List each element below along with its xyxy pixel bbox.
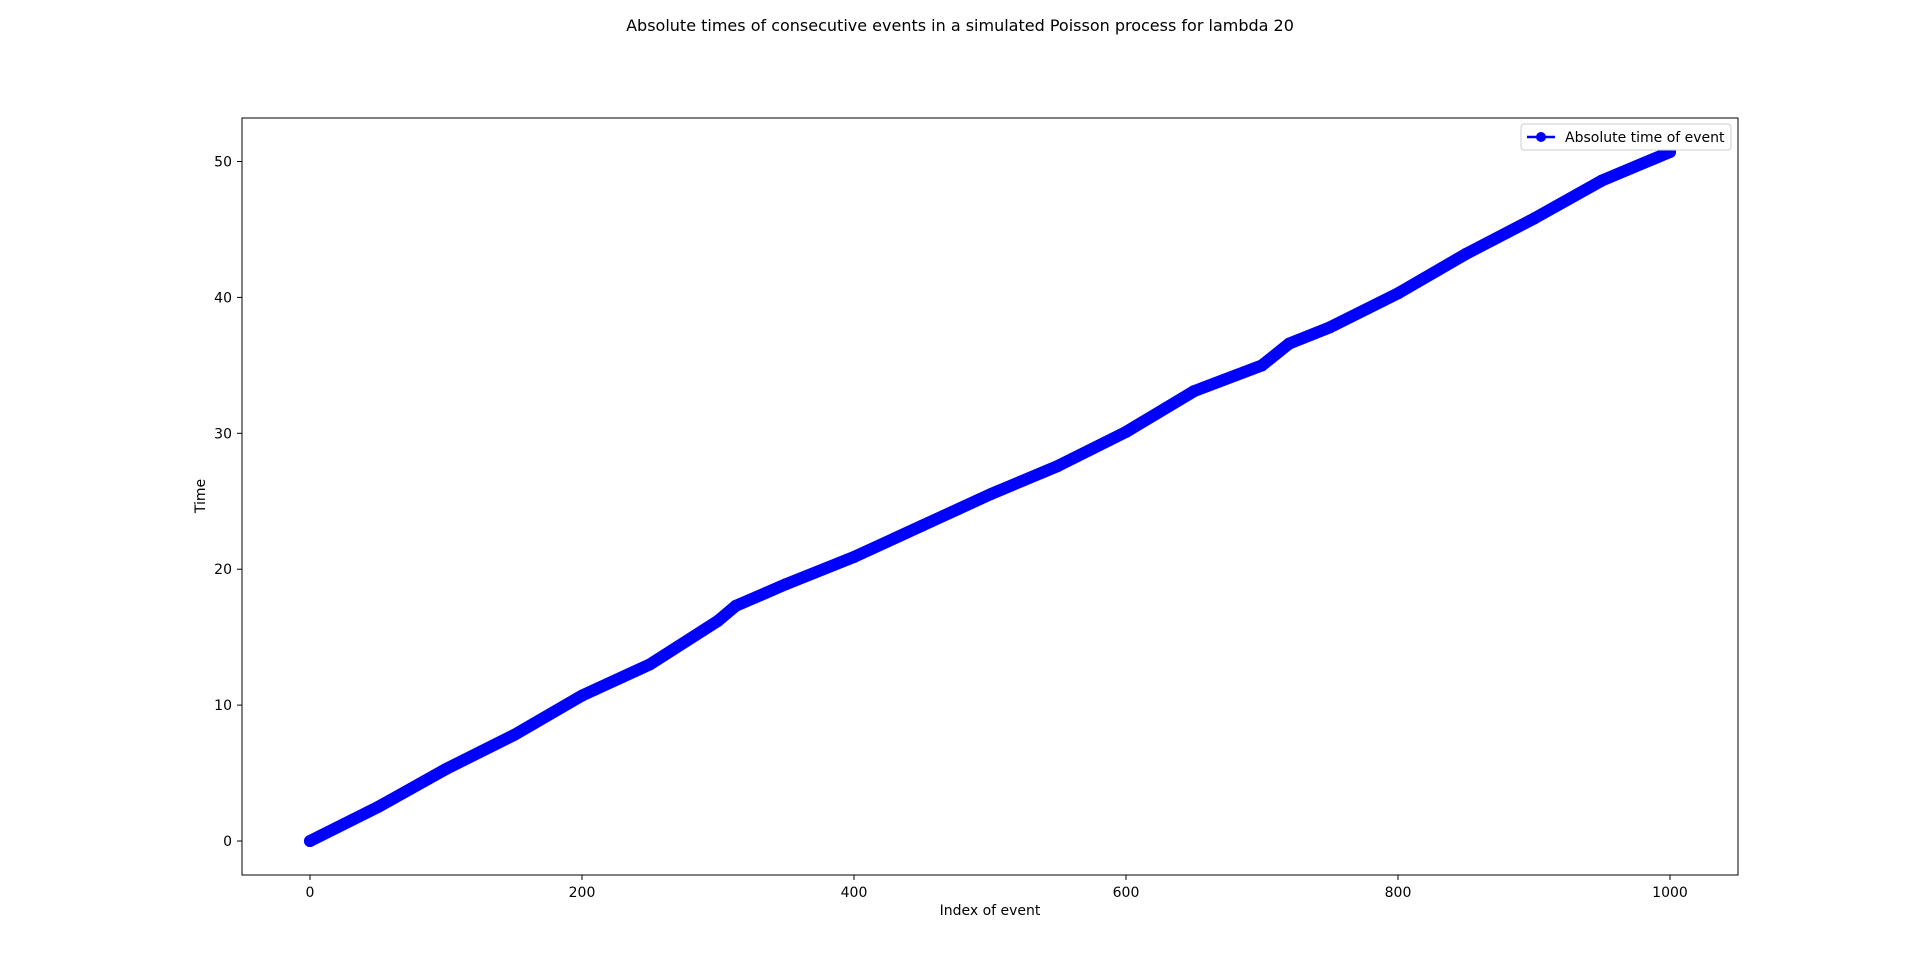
data-point <box>1596 174 1608 187</box>
data-point <box>1528 212 1540 225</box>
x-tick-label: 800 <box>1385 885 1412 901</box>
x-tick-label: 200 <box>569 885 596 901</box>
y-axis-label: Time <box>193 479 209 514</box>
y-tick-label: 20 <box>214 562 232 578</box>
data-point <box>1052 459 1064 472</box>
data-point <box>729 599 742 612</box>
x-tick-label: 0 <box>306 885 315 901</box>
data-point <box>304 835 316 848</box>
x-axis: 0 200 400 600 800 1000 <box>306 875 1688 901</box>
y-tick-label: 50 <box>214 154 232 170</box>
data-point <box>712 614 724 627</box>
data-point <box>984 488 996 501</box>
y-axis: 0 10 20 30 40 50 <box>214 154 242 850</box>
data-point <box>576 689 588 702</box>
data-point <box>372 801 384 814</box>
x-tick-label: 1000 <box>1652 885 1688 901</box>
y-tick-label: 10 <box>214 698 232 714</box>
data-point <box>1460 247 1472 260</box>
legend-marker-swatch <box>1536 132 1546 142</box>
legend: Absolute time of event <box>1520 123 1732 151</box>
y-tick-label: 40 <box>214 290 232 306</box>
data-point <box>1283 337 1296 350</box>
data-point <box>916 519 928 532</box>
legend-label: Absolute time of event <box>1565 130 1725 146</box>
series-layer <box>304 145 1676 848</box>
y-tick-label: 0 <box>223 834 232 850</box>
data-point <box>1324 321 1336 334</box>
data-point <box>780 578 792 591</box>
chart-title: Absolute times of consecutive events in … <box>626 16 1294 35</box>
data-point <box>644 658 656 671</box>
x-tick-label: 400 <box>841 885 868 901</box>
data-point <box>1256 359 1268 372</box>
x-tick-label: 600 <box>1113 885 1140 901</box>
data-point <box>1188 385 1200 398</box>
legend-box <box>1520 123 1732 151</box>
data-point <box>508 729 520 742</box>
data-point <box>1120 425 1132 438</box>
data-point <box>848 550 860 563</box>
data-point <box>1392 287 1404 300</box>
plot-area-frame <box>241 117 1739 876</box>
x-axis-label: Index of event <box>940 903 1041 919</box>
data-point <box>440 762 452 775</box>
y-tick-label: 30 <box>214 426 232 442</box>
